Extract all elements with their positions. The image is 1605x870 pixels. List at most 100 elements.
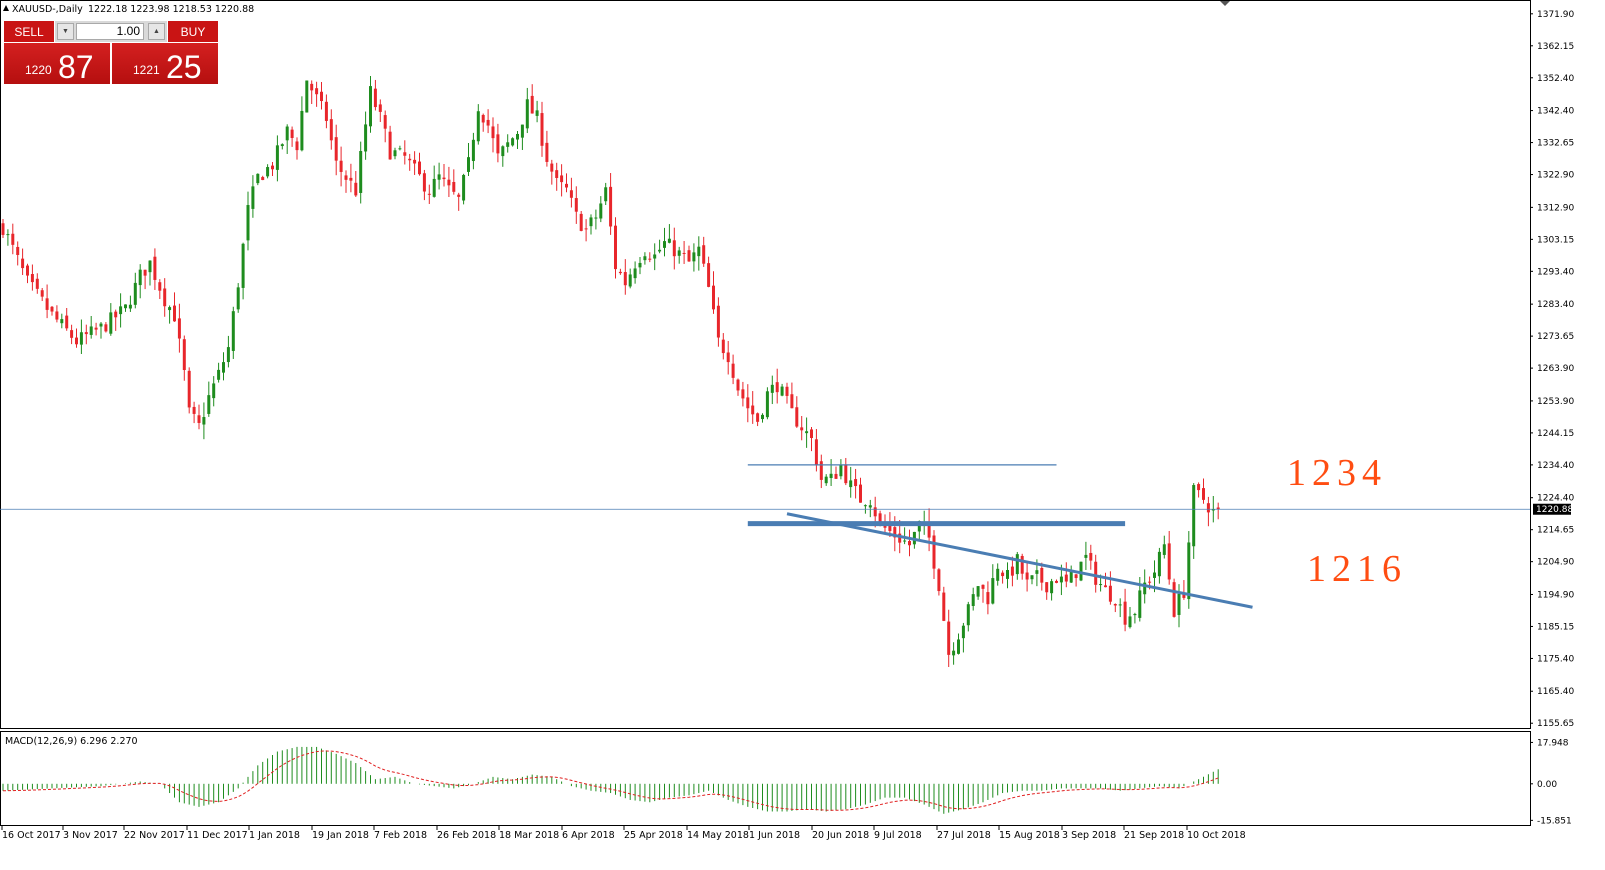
sell-button[interactable]: SELL xyxy=(4,21,54,42)
buy-price-button[interactable]: 1221 25 xyxy=(112,43,218,84)
candle xyxy=(21,248,25,275)
candle-body xyxy=(810,429,813,439)
time-tick-label: 20 Jun 2018 xyxy=(812,830,869,841)
candle-body xyxy=(403,152,407,156)
candle-body xyxy=(471,139,475,162)
candle xyxy=(839,459,843,480)
candle-body xyxy=(991,578,995,604)
candle-body xyxy=(114,311,118,318)
candle-body xyxy=(300,110,304,151)
candle-body xyxy=(437,174,441,180)
candle xyxy=(182,335,186,381)
candle xyxy=(143,269,147,290)
candle xyxy=(756,412,760,427)
candle-body xyxy=(1123,601,1127,625)
candle xyxy=(212,376,216,407)
candle xyxy=(707,256,711,288)
candle xyxy=(1167,530,1171,585)
candle-body xyxy=(819,461,823,480)
candle-body xyxy=(971,594,975,606)
candle xyxy=(119,293,123,328)
buy-button[interactable]: BUY xyxy=(168,21,218,42)
candle xyxy=(437,162,441,190)
candle-body xyxy=(182,339,186,370)
candle xyxy=(471,132,475,170)
price-tick-label: 1312.90 xyxy=(1537,203,1574,213)
candle-body xyxy=(1099,584,1103,586)
candle-body xyxy=(427,193,431,195)
chart-menu-triangle-icon[interactable] xyxy=(3,5,9,11)
candle-body xyxy=(173,305,176,322)
candle xyxy=(844,457,848,486)
time-tick-label: 26 Feb 2018 xyxy=(437,830,496,841)
candle xyxy=(859,477,862,503)
candle xyxy=(981,584,985,603)
candle-body xyxy=(770,384,774,393)
candle xyxy=(231,306,235,359)
candle-body xyxy=(60,319,64,324)
lot-size-input[interactable]: 1.00 xyxy=(76,23,144,40)
candle-body xyxy=(119,306,123,315)
time-tick-label: 27 Jul 2018 xyxy=(937,830,991,841)
candle-body xyxy=(623,272,627,286)
lot-decrease-icon[interactable]: ▼ xyxy=(57,23,74,40)
candle xyxy=(520,124,524,150)
candle-body xyxy=(731,363,735,378)
candle-body xyxy=(736,379,740,391)
candle-body xyxy=(697,246,701,257)
candle xyxy=(481,113,485,132)
candle-body xyxy=(1133,613,1137,616)
candle-body xyxy=(824,476,828,484)
candle-body xyxy=(1089,552,1093,561)
candle xyxy=(290,126,294,147)
candle-body xyxy=(687,250,691,262)
candle xyxy=(104,322,108,333)
candle-body xyxy=(295,141,299,151)
candle xyxy=(197,404,201,430)
candle-body xyxy=(849,480,853,488)
candle xyxy=(109,303,113,336)
candle-body xyxy=(501,146,505,157)
candle xyxy=(653,243,657,271)
price-tick-label: 1244.15 xyxy=(1537,429,1574,439)
candle-body xyxy=(168,307,172,311)
candle-body xyxy=(1202,488,1205,500)
candle xyxy=(594,209,598,230)
candle xyxy=(300,96,304,152)
time-tick-label: 3 Sep 2018 xyxy=(1062,830,1116,841)
candle-body xyxy=(207,395,211,414)
candle xyxy=(947,609,951,667)
candle xyxy=(584,219,588,242)
candle xyxy=(1030,575,1034,585)
candle xyxy=(702,236,706,267)
candle-body xyxy=(795,407,799,427)
candle-body xyxy=(75,337,78,345)
lot-increase-icon[interactable]: ▲ xyxy=(148,23,165,40)
time-tick-label: 14 May 2018 xyxy=(687,830,749,841)
candle xyxy=(226,335,230,368)
candle-body xyxy=(6,234,10,236)
candle-body xyxy=(236,287,240,310)
time-tick-label: 16 Oct 2017 xyxy=(2,830,61,841)
candle-body xyxy=(716,305,720,338)
candle xyxy=(555,162,559,191)
candle xyxy=(1020,553,1024,580)
sell-price-big: 87 xyxy=(58,49,94,85)
candle xyxy=(413,151,417,175)
candle xyxy=(775,368,779,404)
candle xyxy=(124,304,127,312)
candle xyxy=(1104,572,1107,588)
candle-body xyxy=(388,131,392,160)
candle-body xyxy=(1192,485,1196,547)
candle-body xyxy=(486,119,490,126)
candle-body xyxy=(476,111,480,142)
candle-body xyxy=(99,323,103,327)
candle-body xyxy=(398,148,402,150)
candle xyxy=(677,246,681,264)
sell-price-button[interactable]: 1220 87 xyxy=(4,43,110,84)
time-tick-label: 6 Apr 2018 xyxy=(562,830,615,841)
candle xyxy=(971,587,975,611)
candle xyxy=(84,324,88,345)
candle xyxy=(712,271,715,314)
